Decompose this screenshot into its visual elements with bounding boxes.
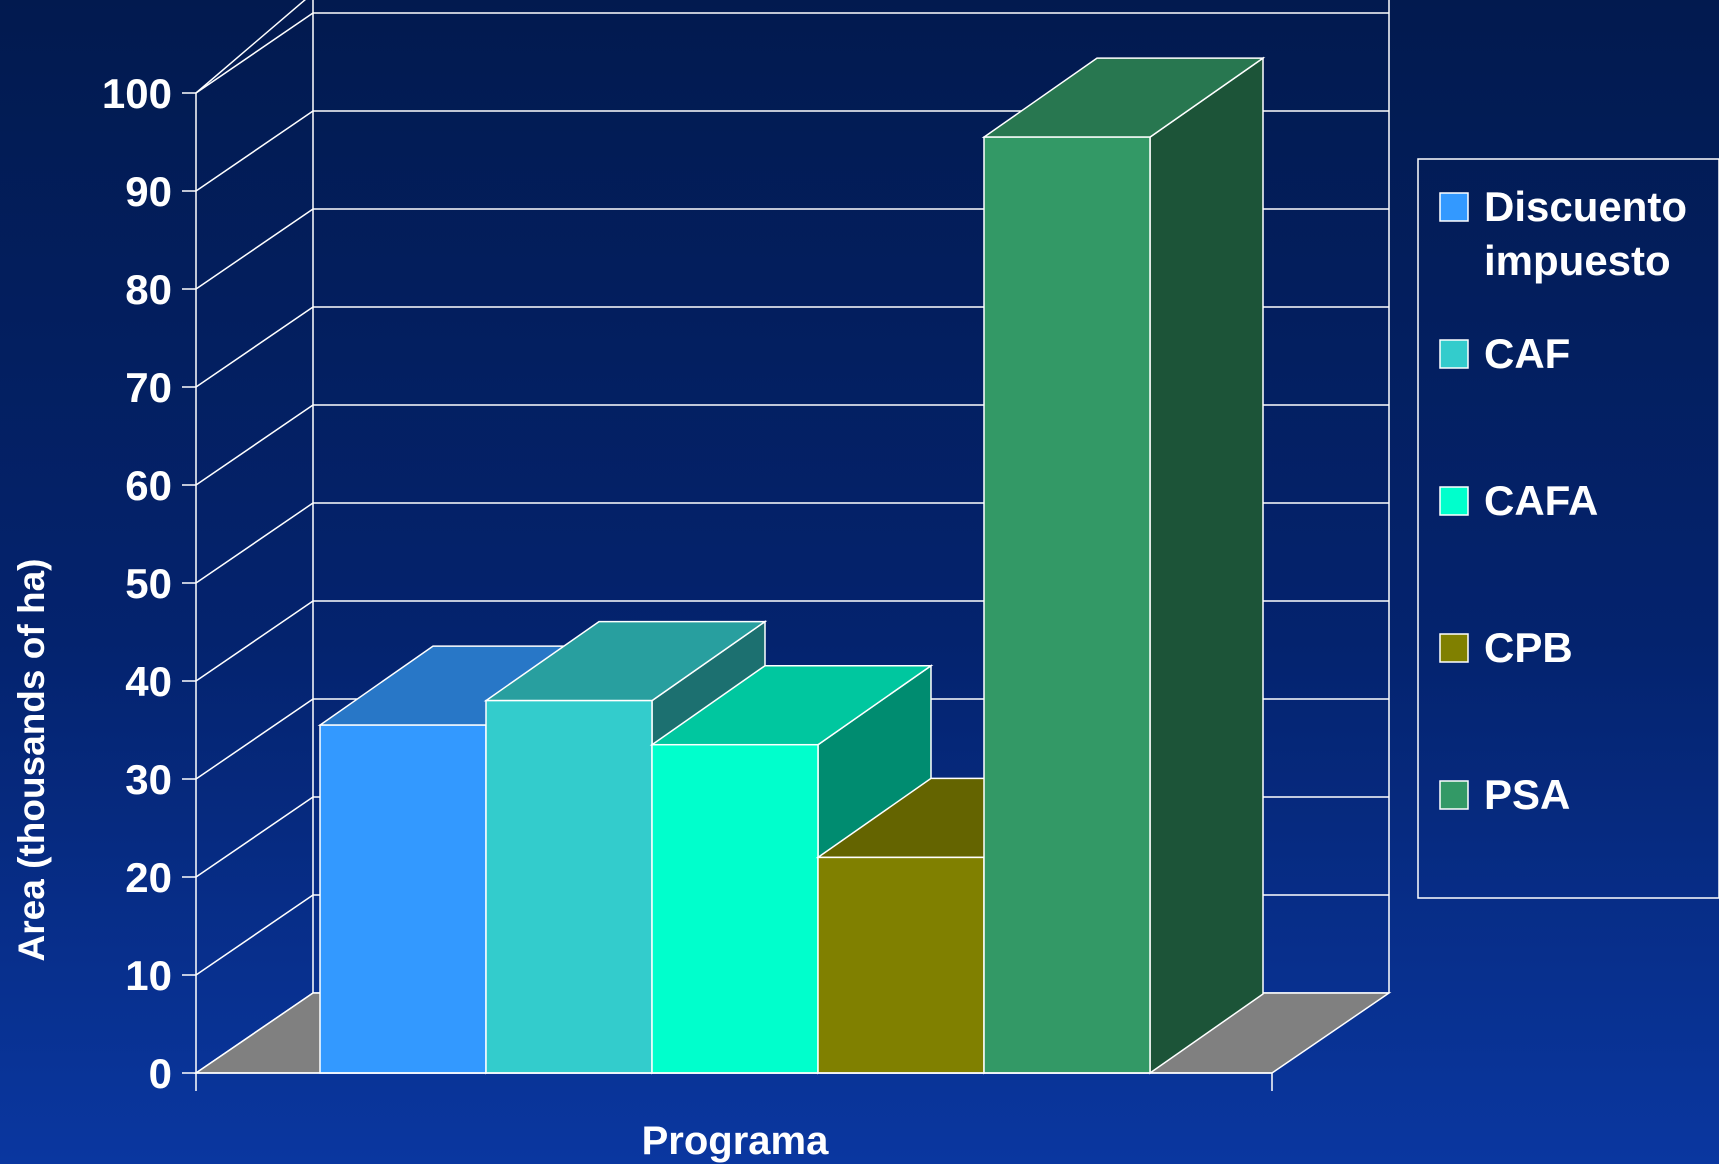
legend-label: CPB [1484,624,1573,671]
legend-item-discuento-impuesto: Discuento impuesto [1439,183,1687,284]
legend: Discuento impuesto CAF CAFA CPB PSA [1417,158,1719,899]
y-tick-label: 10 [125,952,172,999]
bar-front-face [651,743,819,1074]
bar-front-face [983,136,1151,1074]
axes [182,92,1273,1091]
legend-frame [1417,158,1719,899]
legend-label: Discuento [1484,183,1687,230]
y-tick-label: 70 [125,364,172,411]
gridline-side [195,600,314,682]
legend-label: PSA [1484,771,1570,818]
bar-side-face [1149,56,1264,1075]
legend-label: CAFA [1484,477,1598,524]
legend-item-caf: CAF [1439,330,1570,377]
legend-item-cafa: CAFA [1439,477,1598,524]
legend-item-cpb: CPB [1439,624,1573,671]
gridline-side [195,894,314,976]
y-tick-label: 40 [125,658,172,705]
bar-front-face [319,724,487,1074]
gridline-side [195,502,314,584]
bar-psa [981,56,1266,1075]
legend-swatch [1439,486,1469,516]
y-axis-label: Area (thousands of ha) [11,559,52,962]
legend-swatch [1439,192,1469,222]
y-tick-labels: 0 10 20 30 40 50 60 70 80 90 100 [102,70,172,1097]
side-wall-top-edge [195,0,306,94]
y-tick-label: 50 [125,560,172,607]
x-axis-label: Programa [642,1119,829,1163]
y-tick-label: 60 [125,462,172,509]
y-tick-label: 90 [125,168,172,215]
y-tick-label: 100 [102,70,172,117]
legend-swatch [1439,633,1469,663]
gridline-side [195,208,314,290]
gridline-side [195,110,314,192]
legend-label: CAF [1484,330,1570,377]
gridline-side [195,306,314,388]
bars [317,56,1266,1075]
y-tick-label: 30 [125,756,172,803]
bar-front-face [817,856,985,1074]
chart-walls [195,0,1390,993]
bar-front-face [485,699,653,1074]
back-wall [312,0,1390,993]
legend-swatch [1439,780,1469,810]
gridline-side [195,404,314,486]
y-tick-label: 80 [125,266,172,313]
gridline-side [195,796,314,878]
y-tick-label: 0 [149,1050,172,1097]
gridline-side [195,698,314,780]
y-tick-label: 20 [125,854,172,901]
legend-swatch [1439,339,1469,369]
gridline-side [195,12,314,94]
legend-label: impuesto [1484,237,1671,284]
legend-item-psa: PSA [1439,771,1570,818]
